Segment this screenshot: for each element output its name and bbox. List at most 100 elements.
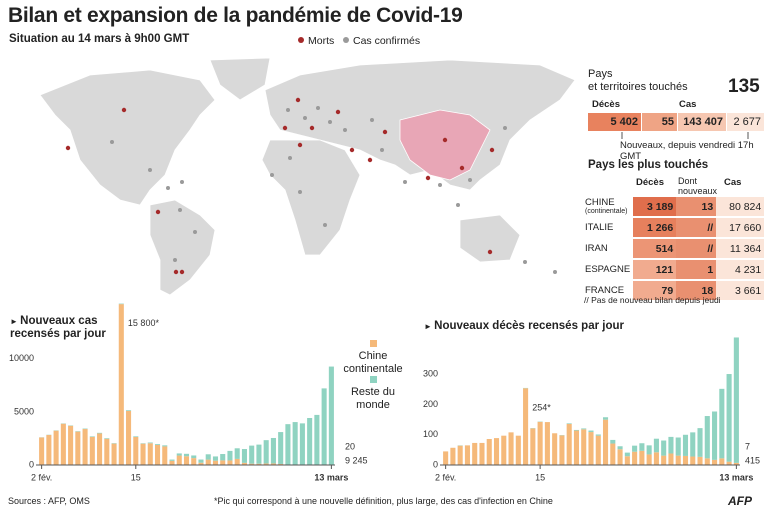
bar-segment xyxy=(646,454,652,465)
bar-segment xyxy=(176,455,182,465)
case-dot xyxy=(438,183,442,187)
case-dot xyxy=(270,173,274,177)
case-dot xyxy=(286,108,290,112)
bar-segment xyxy=(191,455,197,459)
death-dot xyxy=(335,109,341,115)
new: // xyxy=(676,218,717,237)
bar-segment xyxy=(479,442,485,465)
top-title: Pays les plus touchés xyxy=(588,159,709,171)
row: FRANCE 79 18 3 661 xyxy=(583,281,765,300)
legend-dot xyxy=(343,37,349,43)
summary-label: Pays et territoires touchés xyxy=(588,68,688,94)
bar-segment xyxy=(220,460,226,465)
bar-segment xyxy=(472,442,478,465)
bar-segment xyxy=(552,433,558,465)
death-dot xyxy=(121,107,127,113)
case-dot xyxy=(343,128,347,132)
bar-segment xyxy=(249,463,255,465)
south-america xyxy=(149,199,216,296)
bar-segment xyxy=(704,416,710,459)
case-dot xyxy=(316,106,320,110)
bar-segment xyxy=(712,411,718,460)
death-dot xyxy=(155,209,161,215)
bar-segment xyxy=(104,438,110,439)
annotation: 254* xyxy=(532,402,551,412)
bar-segment xyxy=(617,449,623,465)
row: CHINE (continentale) 3 189 13 80 824 xyxy=(583,197,765,216)
bar-segment xyxy=(212,460,219,465)
bar-segment xyxy=(624,456,630,465)
bar-segment xyxy=(191,458,197,465)
summary-ticks xyxy=(621,132,749,139)
footnote: *Pic qui correspond à une nouvelle défin… xyxy=(214,496,553,506)
bar-segment xyxy=(697,456,703,465)
bar-segment xyxy=(97,432,103,434)
bar-segment xyxy=(234,458,240,465)
bar-segment xyxy=(719,458,725,465)
bar-segment xyxy=(661,455,667,465)
top-table: CHINE (continentale) 3 189 13 80 824 ITALIE 1… xyxy=(583,195,765,302)
bar-segment xyxy=(140,443,146,465)
death-dot xyxy=(297,142,303,148)
case-dot xyxy=(323,223,327,227)
bar-segment xyxy=(530,428,536,465)
bar-segment xyxy=(307,417,313,465)
bar-segment xyxy=(719,388,725,459)
case-dot xyxy=(180,180,184,184)
greenland xyxy=(209,57,271,101)
legend-swatch xyxy=(369,376,377,383)
bar-segment xyxy=(263,440,269,464)
table-header: Décès xyxy=(636,177,664,188)
bar-segment xyxy=(46,434,52,465)
case-dot xyxy=(380,148,384,152)
annotation: 15 800* xyxy=(128,318,160,328)
new: 1 xyxy=(676,260,717,279)
cases: 3 661 xyxy=(716,281,765,300)
deaths: 514 xyxy=(633,239,677,258)
bar-segment xyxy=(486,439,492,465)
case-dot xyxy=(166,186,170,190)
bar-segment xyxy=(227,450,233,461)
legend-text: Morts xyxy=(308,35,335,47)
bar-segment xyxy=(682,434,689,456)
bar-segment xyxy=(733,337,739,463)
y-tick-label: 10000 xyxy=(9,353,34,363)
summary-header: Cas xyxy=(679,99,697,110)
summary-count: 135 xyxy=(728,76,760,97)
bar-segment xyxy=(183,456,190,465)
case-dot xyxy=(503,126,507,130)
bar-segment xyxy=(639,443,645,451)
bar-segment xyxy=(97,433,103,465)
summary-cell: 55 xyxy=(642,113,677,131)
y-tick-label: 100 xyxy=(423,429,438,439)
death-dot xyxy=(65,145,71,151)
bar-segment xyxy=(89,436,95,437)
bar-segment xyxy=(205,454,211,460)
case-dot xyxy=(110,140,114,144)
logo: AFP xyxy=(728,494,752,508)
legend-deaths: Morts xyxy=(298,35,334,47)
bar-segment xyxy=(183,453,190,457)
case-dot xyxy=(303,116,307,120)
case-dot xyxy=(403,180,407,184)
deaths: 3 189 xyxy=(633,197,677,216)
bar-segment xyxy=(588,430,594,433)
death-dot xyxy=(309,125,315,131)
row: ITALIE 1 266//17 660 xyxy=(583,218,765,237)
header-line: Dont xyxy=(678,176,698,186)
bar-segment xyxy=(220,454,226,461)
death-dot xyxy=(173,269,179,275)
bar-segment xyxy=(212,456,219,461)
arrow: ► xyxy=(424,322,435,331)
label-line: et territoires touchés xyxy=(588,81,688,93)
case-dot xyxy=(328,120,332,124)
x-tick-label: 13 mars xyxy=(314,472,348,482)
country: FRANCE xyxy=(585,285,625,296)
bar-segment xyxy=(443,451,449,465)
y-tick-label: 0 xyxy=(433,459,438,469)
bar-segment xyxy=(523,388,529,465)
bar-segment xyxy=(328,366,334,465)
bar-segment xyxy=(617,446,623,450)
